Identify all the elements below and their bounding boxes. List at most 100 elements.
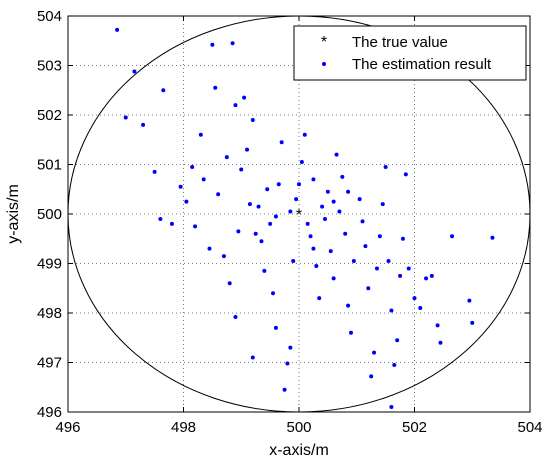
y-tick-label: 501 (37, 157, 62, 174)
estimation-point (366, 286, 371, 291)
estimation-point (213, 85, 218, 90)
estimation-point (271, 291, 276, 296)
estimation-point (216, 192, 221, 197)
estimation-point (470, 320, 475, 325)
estimation-point (331, 199, 336, 204)
true-value-point: * (296, 207, 302, 224)
estimation-point (236, 229, 241, 234)
estimation-point (331, 276, 336, 281)
estimation-point (262, 268, 267, 273)
estimation-point (369, 374, 374, 379)
estimation-point (406, 266, 411, 271)
estimation-point (247, 202, 252, 207)
y-tick-label: 500 (37, 206, 62, 223)
estimation-point (239, 167, 244, 172)
y-axis-label: y-axis/m (5, 184, 22, 244)
estimation-point (250, 355, 255, 360)
estimation-point (297, 182, 301, 187)
estimation-point (178, 184, 183, 189)
estimation-point (184, 199, 189, 204)
estimation-point (132, 69, 137, 74)
x-axis-label: x-axis/m (269, 442, 329, 459)
estimation-point (450, 234, 455, 239)
estimation-point (395, 338, 400, 343)
estimation-point (288, 345, 293, 350)
estimation-point (325, 189, 330, 194)
estimation-point (233, 103, 238, 108)
estimation-point (245, 147, 250, 152)
estimation-point (253, 231, 258, 236)
estimation-point (115, 27, 120, 32)
estimation-point (372, 350, 377, 355)
estimation-point (308, 234, 313, 239)
estimation-point (233, 314, 238, 319)
estimation-point (299, 160, 304, 165)
estimation-point (328, 249, 333, 254)
estimation-point (123, 115, 128, 120)
estimation-point (288, 209, 293, 214)
estimation-point (282, 387, 287, 392)
estimation-point (268, 221, 273, 226)
x-axis-ticks: 496 498 500 502 504 (55, 16, 543, 436)
estimation-point (429, 273, 434, 278)
estimation-point (490, 235, 495, 240)
estimation-point (386, 259, 391, 264)
y-tick-label: 499 (37, 256, 62, 273)
estimation-point (294, 197, 299, 202)
estimation-point (389, 308, 394, 313)
estimation-point (221, 254, 226, 259)
grid (68, 16, 530, 412)
y-tick-label: 504 (37, 8, 62, 25)
estimation-point (152, 169, 157, 174)
estimation-point (389, 405, 394, 410)
estimation-point (198, 132, 203, 137)
estimation-point (250, 117, 255, 122)
estimation-point (305, 221, 310, 226)
estimation-point (351, 259, 356, 264)
estimation-point (161, 88, 166, 93)
estimation-point (337, 209, 342, 214)
estimation-point (230, 41, 235, 46)
estimation-point (190, 164, 195, 169)
estimation-point (224, 155, 229, 160)
estimation-point (374, 266, 379, 271)
x-tick-label: 504 (517, 419, 542, 436)
estimation-point (311, 177, 316, 182)
estimation-point (302, 132, 307, 137)
y-tick-label: 496 (37, 404, 62, 421)
estimation-point (334, 152, 339, 157)
estimation-point (273, 325, 278, 330)
x-tick-label: 498 (171, 419, 196, 436)
estimation-point (285, 361, 290, 366)
x-tick-label: 496 (55, 419, 80, 436)
estimation-point (403, 172, 408, 177)
y-tick-label: 503 (37, 58, 62, 75)
estimation-point (227, 281, 232, 286)
estimation-point (256, 204, 261, 209)
estimation-point (343, 231, 348, 236)
y-tick-label: 498 (37, 305, 62, 322)
estimation-point (340, 174, 345, 179)
estimation-point (348, 330, 353, 335)
estimation-point (383, 164, 388, 169)
estimation-point (279, 140, 284, 145)
estimation-point (158, 216, 163, 221)
estimation-point (424, 276, 429, 281)
estimation-point (360, 219, 365, 224)
estimation-point (193, 224, 198, 229)
estimation-point (276, 182, 281, 187)
estimation-point (311, 246, 316, 251)
legend-box (293, 25, 527, 81)
estimation-point (259, 239, 264, 244)
y-tick-label: 502 (37, 107, 62, 124)
estimation-point (273, 214, 278, 219)
estimation-point (320, 204, 325, 209)
estimation-point (435, 323, 440, 328)
x-tick-label: 500 (286, 419, 311, 436)
estimation-point (141, 122, 146, 127)
estimation-point (201, 177, 206, 182)
estimation-point (377, 234, 382, 239)
y-axis-ticks: 496 497 498 499 500 501 502 503 504 (37, 8, 530, 421)
estimation-point (265, 187, 270, 192)
